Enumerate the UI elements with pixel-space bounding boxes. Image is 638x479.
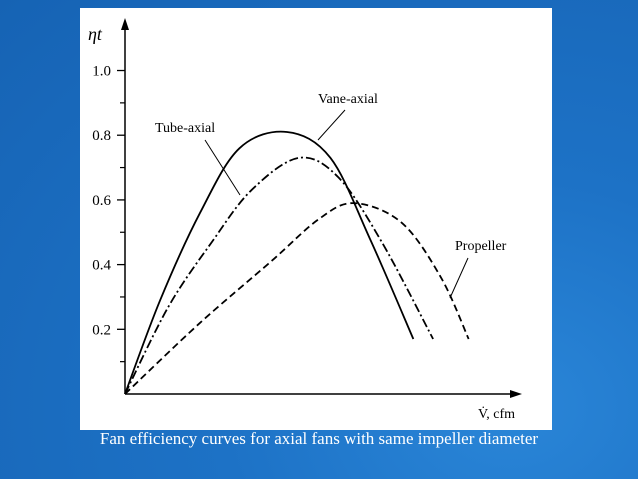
leader-line [204, 139, 241, 196]
y-tick-label: 0.8 [92, 128, 111, 144]
y-tick-label: 1.0 [92, 64, 111, 80]
series-label: Propeller [455, 239, 507, 254]
x-arrow [510, 390, 522, 398]
y-tick-label: 0.2 [92, 322, 111, 338]
caption: Fan efficiency curves for axial fans wit… [99, 429, 539, 448]
curve [124, 130, 415, 395]
curve [124, 202, 470, 395]
curve [124, 156, 434, 395]
y-tick-label: 0.6 [92, 193, 111, 209]
series-label: Tube-axial [155, 121, 215, 136]
y-axis-label: ηt [88, 24, 103, 44]
series-label: Vane-axial [318, 92, 378, 107]
y-tick-label: 0.4 [92, 258, 111, 274]
chart-panel [80, 8, 552, 430]
leader-line [317, 109, 346, 141]
leader-line [449, 257, 469, 299]
x-axis-label: V̇, cfm [478, 405, 515, 422]
y-arrow [121, 18, 129, 30]
